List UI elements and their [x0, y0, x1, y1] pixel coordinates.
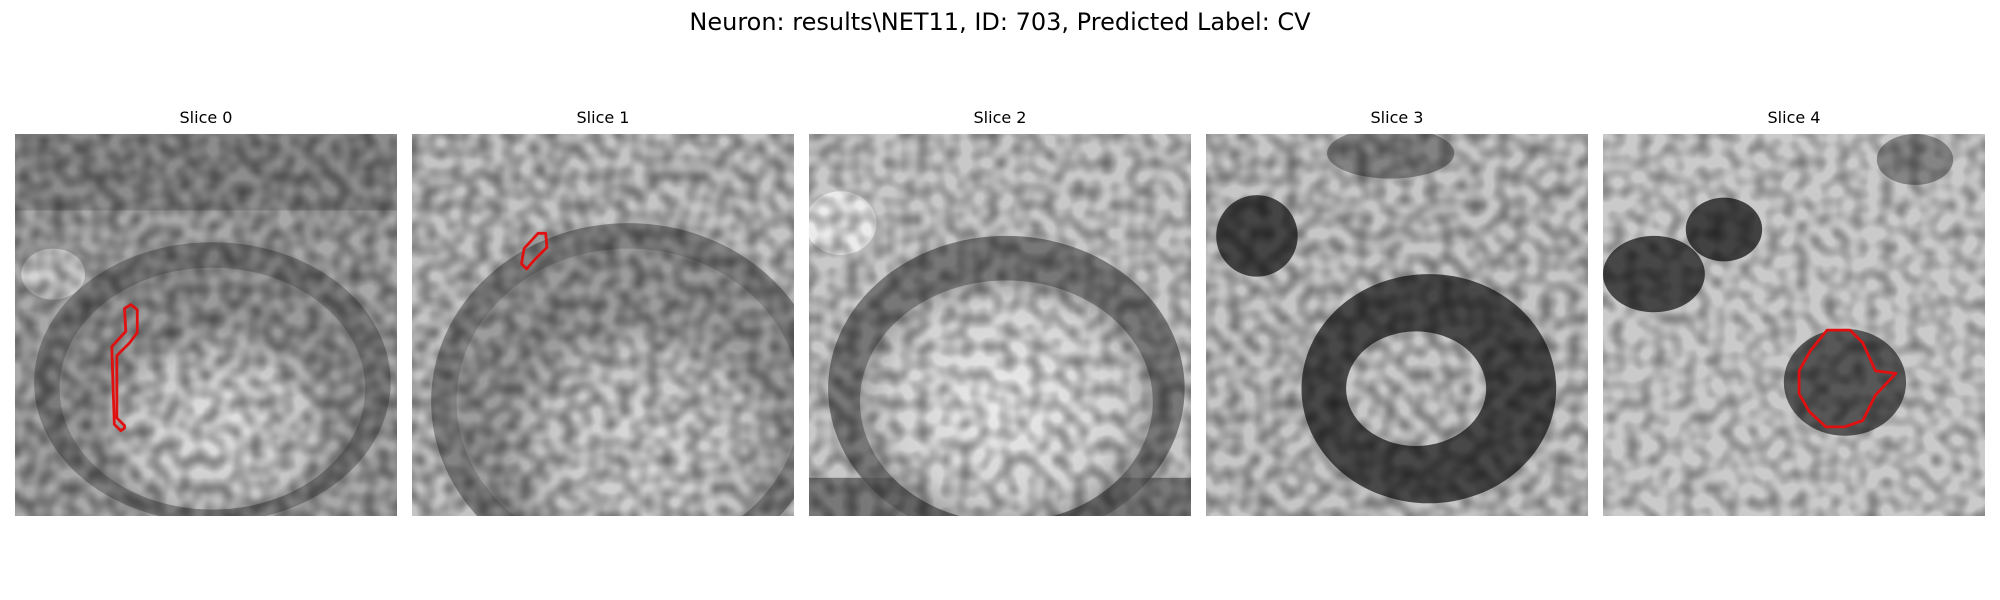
slice-panel-3: Slice 3 [1206, 108, 1588, 520]
slice-0-contour [110, 303, 139, 433]
slice-3-image [1206, 134, 1588, 516]
slice-panel-0: Slice 0 [15, 108, 397, 520]
slice-1-image [412, 134, 794, 516]
slice-panel-4: Slice 4 [1603, 108, 1985, 520]
slice-2-title: Slice 2 [973, 108, 1027, 127]
slice-0-title: Slice 0 [179, 108, 233, 127]
slice-4-title: Slice 4 [1767, 108, 1821, 127]
slice-1-title: Slice 1 [576, 108, 630, 127]
figure-title: Neuron: results\NET11, ID: 703, Predicte… [689, 8, 1311, 36]
slice-panel-1: Slice 1 [412, 108, 794, 520]
slice-4-contour [1797, 328, 1898, 429]
slice-4-image [1603, 134, 1985, 516]
slice-2-image [809, 134, 1191, 516]
slice-3-title: Slice 3 [1370, 108, 1424, 127]
slice-1-contour [520, 231, 549, 271]
slice-panel-2: Slice 2 [809, 108, 1191, 520]
slice-0-image [15, 134, 397, 516]
